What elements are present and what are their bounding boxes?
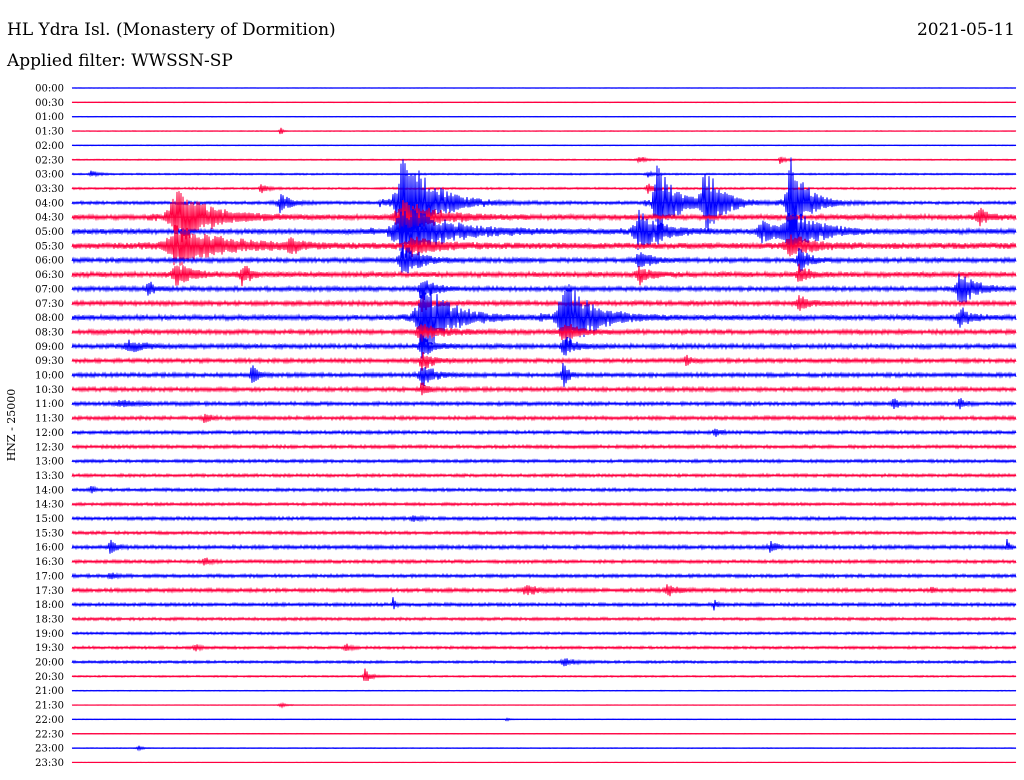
time-tick-label: 16:00	[35, 543, 64, 554]
trace-0530	[71, 224, 1017, 266]
time-tick-label: 22:00	[35, 715, 64, 726]
time-tick-label: 12:00	[35, 428, 64, 439]
time-tick-label: 17:00	[35, 571, 64, 582]
trace-2030	[71, 668, 1017, 682]
time-tick-label: 06:30	[35, 270, 64, 281]
filter-label: Applied filter: WWSSN-SP	[7, 51, 233, 71]
time-tick-label: 01:30	[35, 127, 64, 138]
time-tick-label: 17:30	[35, 586, 64, 597]
trace-1600	[71, 539, 1017, 554]
trace-0830	[71, 324, 1017, 342]
time-tick-label: 13:00	[35, 457, 64, 468]
time-tick-label: 03:00	[35, 170, 64, 181]
time-tick-label: 15:30	[35, 528, 64, 539]
time-tick-label: 10:00	[35, 371, 64, 382]
time-tick-label: 11:30	[35, 414, 64, 425]
time-tick-label: 18:30	[35, 614, 64, 625]
time-tick-label: 00:30	[35, 98, 64, 109]
time-tick-label: 20:00	[35, 658, 64, 669]
time-tick-label: 19:30	[35, 643, 64, 654]
time-tick-label: 16:30	[35, 557, 64, 568]
time-tick-label: 20:30	[35, 672, 64, 683]
trace-1800	[71, 597, 1017, 611]
time-tick-label: 10:30	[35, 385, 64, 396]
time-tick-label: 01:00	[35, 112, 64, 123]
time-tick-label: 09:30	[35, 356, 64, 367]
date-label: 2021-05-11	[916, 20, 1015, 40]
time-tick-label: 19:00	[35, 629, 64, 640]
time-tick-label: 23:00	[35, 744, 64, 755]
time-tick-label: 14:00	[35, 485, 64, 496]
time-tick-label: 02:00	[35, 141, 64, 152]
time-tick-label: 13:30	[35, 471, 64, 482]
time-tick-label: 21:00	[35, 686, 64, 697]
time-tick-label: 07:30	[35, 299, 64, 310]
time-tick-label: 22:30	[35, 729, 64, 740]
trace-0930	[71, 352, 1017, 371]
trace-0500	[71, 209, 1017, 258]
time-tick-label: 00:00	[35, 84, 64, 95]
time-tick-label: 18:00	[35, 600, 64, 611]
y-axis-label: HNZ - 25000	[5, 389, 18, 462]
trace-0800	[71, 284, 1017, 355]
trace-group	[71, 87, 1017, 764]
time-tick-label: 05:00	[35, 227, 64, 238]
time-tick-label: 05:30	[35, 241, 64, 252]
station-title: HL Ydra Isl. (Monastery of Dormition)	[7, 20, 336, 40]
time-tick-label: 21:30	[35, 701, 64, 712]
time-tick-label: 06:00	[35, 256, 64, 267]
trace-0430	[71, 191, 1017, 243]
time-tick-label: 08:00	[35, 313, 64, 324]
time-tick-label: 08:30	[35, 327, 64, 338]
time-tick-label: 14:30	[35, 500, 64, 511]
time-tick-label: 07:00	[35, 284, 64, 295]
time-tick-label: 15:00	[35, 514, 64, 525]
time-tick-label: 04:30	[35, 213, 64, 224]
time-tick-label: 23:30	[35, 758, 64, 769]
time-tick-label: 09:00	[35, 342, 64, 353]
time-tick-label: 04:00	[35, 198, 64, 209]
trace-0400	[71, 157, 1017, 252]
time-tick-label: 02:30	[35, 155, 64, 166]
time-tick-label: 12:30	[35, 442, 64, 453]
time-tick-label: 11:00	[35, 399, 64, 410]
time-tick-label: 03:30	[35, 184, 64, 195]
trace-0230	[71, 156, 1017, 164]
time-tick-labels: 00:00 00:30 01:00 01:30 02:00 02:30 03:00 03:30…	[35, 84, 64, 769]
